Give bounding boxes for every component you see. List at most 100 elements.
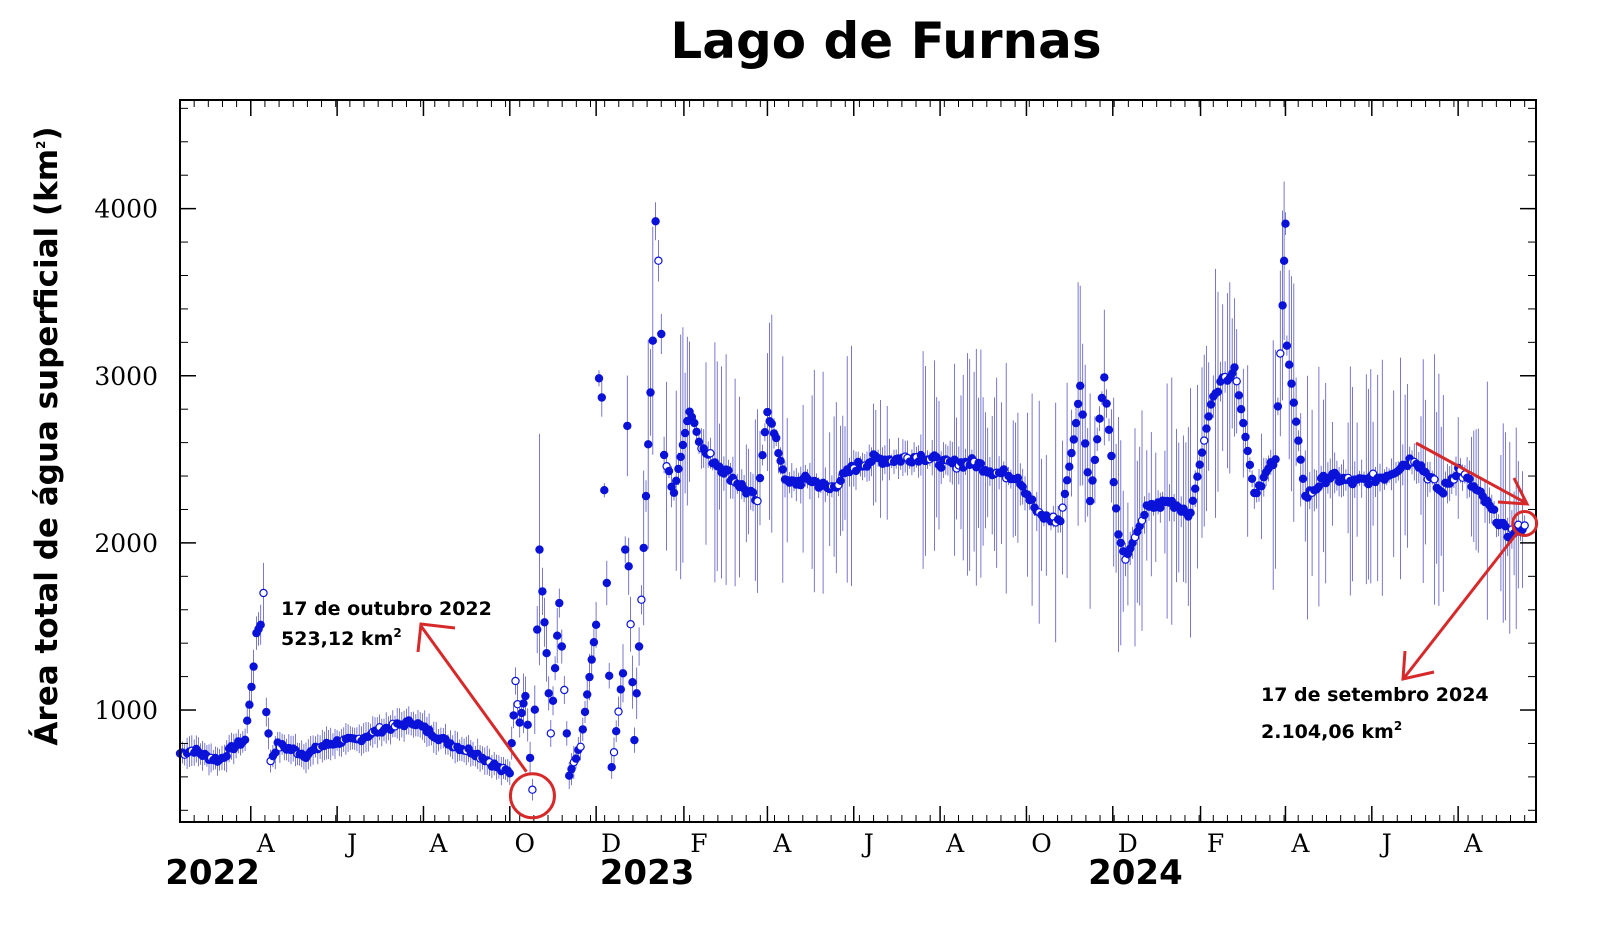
data-point [1247, 474, 1257, 483]
data-point [1298, 474, 1308, 483]
data-point [576, 742, 585, 752]
data-point [583, 690, 592, 699]
data-point [607, 763, 616, 772]
data-point [1095, 414, 1104, 423]
data-point [511, 676, 520, 686]
data-point [521, 691, 530, 701]
data-point [222, 752, 231, 761]
y-tick-label: 2000 [94, 529, 158, 558]
month-tick-label: J [344, 829, 357, 858]
data-point [1213, 387, 1223, 396]
data-point [567, 764, 576, 774]
data-point [550, 664, 560, 673]
data-point [1067, 448, 1076, 458]
data-point [555, 598, 564, 608]
data-point [605, 671, 614, 681]
data-point [676, 452, 685, 462]
data-point [1243, 446, 1252, 456]
year-label: 2023 [600, 853, 695, 893]
data-point [1202, 424, 1211, 433]
data-point [594, 374, 604, 383]
data-point [637, 595, 646, 604]
month-tick-label: A [428, 829, 448, 858]
year-label: 2024 [1088, 853, 1183, 893]
data-point [1092, 435, 1102, 444]
data-point [659, 450, 669, 460]
y-tick-label: 4000 [94, 195, 158, 224]
month-tick-label: A [1463, 829, 1483, 858]
data-point [1430, 475, 1439, 484]
data-point [618, 669, 628, 678]
data-point [1190, 484, 1200, 493]
data-point [1085, 496, 1095, 506]
data-point [1501, 522, 1510, 531]
data-point [641, 491, 651, 501]
data-point [602, 578, 612, 588]
data-point [724, 466, 733, 475]
data-point [755, 473, 765, 483]
data-point [264, 729, 273, 738]
data-point [639, 543, 648, 553]
month-tick-label: A [945, 829, 965, 858]
data-point [249, 662, 258, 671]
data-point [528, 785, 537, 794]
data-point [706, 449, 715, 458]
data-point [544, 689, 553, 698]
data-point [1088, 476, 1097, 485]
data-point [1520, 521, 1529, 530]
data-point [664, 466, 674, 476]
annotation-arrow-trend [1415, 441, 1527, 505]
data-point [1282, 341, 1292, 350]
data-point [621, 545, 630, 554]
data-point [1465, 474, 1474, 484]
data-point [680, 428, 690, 438]
data-point [242, 716, 252, 725]
data-point [1271, 455, 1280, 464]
annotation-latest-date: 17 de setembro 2024 [1261, 684, 1489, 706]
data-point [690, 418, 699, 428]
data-point [1236, 405, 1246, 414]
data-point [674, 464, 683, 474]
data-point [651, 217, 660, 226]
data-point [626, 620, 635, 629]
data-point [774, 449, 783, 458]
data-point [1058, 503, 1067, 512]
data-point [533, 625, 542, 634]
data-point [1364, 480, 1373, 489]
data-point [507, 739, 516, 748]
y-tick-label: 3000 [94, 362, 158, 391]
data-point [1140, 510, 1149, 520]
annotation-arrow-min [419, 625, 528, 773]
data-point [557, 642, 567, 651]
data-point [245, 700, 254, 709]
data-point [623, 421, 632, 431]
data-point [646, 388, 655, 397]
data-point [1075, 381, 1085, 390]
data-point [1188, 496, 1198, 505]
data-point [1195, 460, 1204, 469]
data-point [546, 729, 556, 738]
data-point [271, 748, 280, 757]
data-point [1107, 451, 1116, 461]
data-point [1065, 462, 1074, 471]
data-point [776, 456, 785, 465]
data-point [523, 720, 532, 730]
data-point [1439, 489, 1448, 498]
data-point [753, 496, 762, 506]
data-point [1069, 435, 1079, 444]
data-point [542, 649, 551, 658]
data-point [630, 735, 639, 745]
data-point [654, 256, 663, 265]
data-point [259, 588, 268, 598]
data-point [1056, 517, 1065, 526]
data-point [591, 620, 601, 630]
chart-title: Lago de Furnas [670, 12, 1101, 70]
data-point [644, 440, 653, 449]
month-tick-label: F [690, 829, 707, 858]
data-point [589, 638, 599, 647]
data-point [1252, 488, 1261, 498]
data-point [1060, 489, 1070, 499]
data-point [867, 457, 876, 466]
plot-area [175, 181, 1529, 801]
